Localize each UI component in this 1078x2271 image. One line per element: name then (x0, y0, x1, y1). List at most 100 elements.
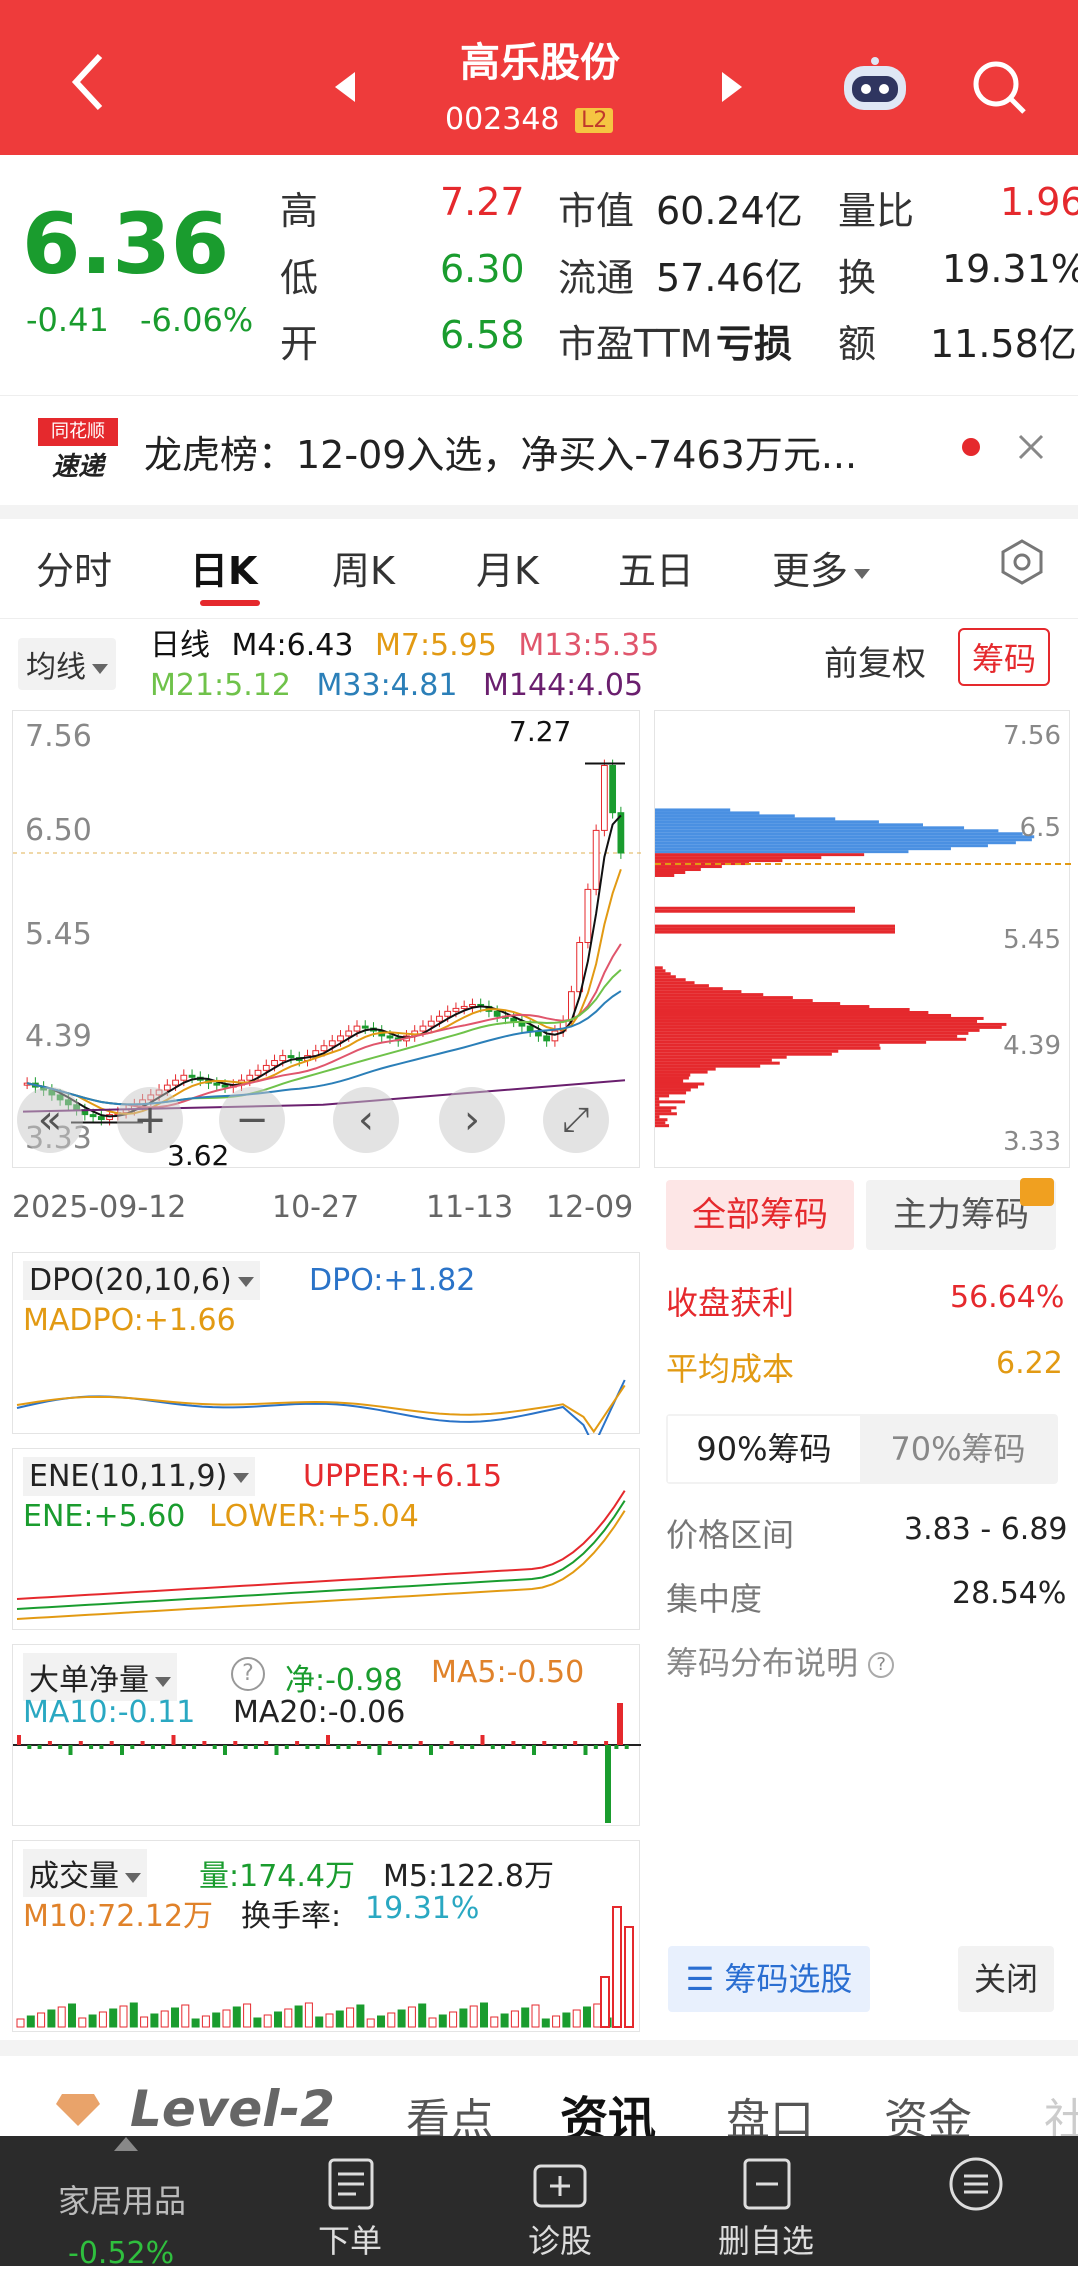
tab-main-chips[interactable]: 主力筹码 (866, 1180, 1056, 1250)
expand-up-icon[interactable] (114, 2136, 138, 2155)
robot-assistant-icon[interactable] (840, 56, 910, 120)
chip-bar (655, 1047, 880, 1050)
ene-panel[interactable]: ENE(10,11,9) UPPER:+6.15 ENE:+5.60 LOWER… (12, 1448, 640, 1630)
big-order-select[interactable]: 大单净量 (23, 1653, 177, 1701)
tab-daily-k[interactable]: 日K (190, 540, 257, 595)
adjust-mode[interactable]: 前复权 (824, 636, 926, 685)
order-label[interactable]: 下单 (318, 2216, 382, 2262)
chips-panel[interactable]: 7.56 6.5 5.45 4.39 3.33 (654, 710, 1070, 1168)
dpo-panel[interactable]: DPO(20,10,6) DPO:+1.82 MADPO:+1.66 (12, 1252, 640, 1434)
close-chips-button[interactable]: 关闭 (958, 1946, 1054, 2012)
volume-bar (223, 2010, 230, 2027)
chip-bar (655, 1071, 708, 1074)
tab-90-chips[interactable]: 90%筹码 (668, 1416, 860, 1482)
big-order-bar (192, 1745, 196, 1749)
tab-intraday[interactable]: 分时 (36, 540, 112, 595)
chevron-down-icon (854, 569, 870, 579)
volume-bar (58, 2007, 65, 2027)
volume-bar (130, 2003, 137, 2027)
big-order-bar (110, 1741, 114, 1745)
prev-stock-icon[interactable] (335, 72, 359, 106)
menu-icon[interactable] (948, 2156, 1004, 2216)
chip-bar (655, 996, 793, 999)
chips-button[interactable]: 筹码 (958, 628, 1050, 686)
rewind-button[interactable]: « (17, 1087, 83, 1153)
tab-five-day[interactable]: 五日 (618, 540, 694, 595)
news-headline[interactable]: 龙虎榜：12-09入选，净买入-7463万元... (144, 424, 934, 479)
chip-y-tick: 4.39 (1003, 1031, 1061, 1061)
fullscreen-button[interactable]: ⤢ (543, 1087, 609, 1153)
big-order-bar (367, 1745, 371, 1749)
candle-body (280, 1056, 286, 1061)
scroll-right-button[interactable]: › (439, 1087, 505, 1153)
ma-m7: M7:5.95 (375, 628, 497, 663)
ma-m33: M33:4.81 (317, 668, 458, 703)
tab-monthly-k[interactable]: 月K (476, 540, 539, 595)
candle-body (98, 1117, 104, 1120)
chip-bar (655, 1029, 980, 1032)
chip-bar (655, 1074, 690, 1077)
ene-indicator-select[interactable]: ENE(10,11,9) (23, 1457, 255, 1496)
volume-bar (151, 2014, 158, 2027)
chip-bar (655, 832, 1023, 835)
big-order-bar (398, 1745, 402, 1749)
stock-code-row: 002348 L2 (445, 102, 613, 137)
chip-help-link[interactable]: 筹码分布说明 ? (666, 1638, 894, 1684)
big-order-bar (79, 1741, 83, 1745)
next-stock-icon[interactable] (718, 72, 742, 106)
search-icon[interactable] (970, 58, 1030, 122)
chip-bar (655, 841, 1016, 844)
zoom-in-button[interactable]: + (117, 1087, 183, 1153)
tab-all-chips[interactable]: 全部筹码 (666, 1180, 854, 1250)
chip-bar (655, 999, 813, 1002)
order-icon[interactable] (326, 2158, 376, 2214)
volume-select[interactable]: 成交量 (23, 1849, 147, 1897)
tab-level2[interactable]: Level-2 (130, 2080, 335, 2138)
kline-panel[interactable]: 7.56 6.50 5.45 4.39 3.33 7.27 3.62 « + −… (12, 710, 640, 1168)
chip-bar (655, 990, 741, 993)
help-icon[interactable]: ? (231, 1657, 265, 1691)
chip-y-tick: 6.5 (1020, 813, 1061, 843)
diagnose-label[interactable]: 诊股 (528, 2216, 592, 2262)
tab-70-chips[interactable]: 70%筹码 (862, 1416, 1054, 1482)
close-icon[interactable] (1016, 432, 1046, 466)
ma-select[interactable]: 均线 (18, 638, 116, 690)
chip-bar (655, 1038, 966, 1041)
tab-more[interactable]: 更多 (772, 540, 870, 595)
sector-name[interactable]: 家居用品 (58, 2176, 186, 2222)
candle-body (362, 1026, 368, 1028)
scroll-left-button[interactable]: ‹ (333, 1087, 399, 1153)
volume-panel[interactable]: 成交量 量:174.4万 M5:122.8万 M10:72.12万 换手率: 1… (12, 1840, 640, 2032)
big-order-panel[interactable]: 大单净量 ? 净:-0.98 MA5:-0.50 MA10:-0.11 MA20… (12, 1644, 640, 1826)
ma-line (27, 869, 621, 1114)
volume-bar (99, 2012, 106, 2027)
y-tick: 5.45 (25, 917, 92, 952)
chip-stock-picker-button[interactable]: ☰ 筹码选股 (668, 1946, 870, 2012)
zoom-out-button[interactable]: − (219, 1087, 285, 1153)
candle-body (164, 1085, 170, 1090)
settings-hexagon-icon[interactable] (998, 538, 1046, 590)
chip-bar (655, 1124, 669, 1127)
delete-watchlist-label[interactable]: 删自选 (718, 2216, 814, 2262)
chip-bar (655, 975, 676, 978)
turnover-value: 19.31% (365, 1891, 479, 1926)
chip-bar (655, 859, 782, 862)
volume-bar (429, 2018, 436, 2027)
news-ticker[interactable]: 同花顺 速递 龙虎榜：12-09入选，净买入-7463万元... (0, 395, 1078, 505)
volume-bar (573, 2010, 580, 2027)
volume-bar (388, 2013, 395, 2027)
candle-body (346, 1031, 352, 1036)
volume-bar (295, 2006, 302, 2027)
candle-body (461, 1006, 467, 1008)
diagnose-icon[interactable] (532, 2158, 588, 2214)
chip-bar (655, 1097, 659, 1100)
chip-bar (655, 1080, 683, 1083)
tab-weekly-k[interactable]: 周K (332, 540, 395, 595)
big-order-bar (429, 1745, 433, 1755)
divider (0, 505, 1078, 519)
dpo-indicator-select[interactable]: DPO(20,10,6) (23, 1261, 260, 1300)
volume-bar (563, 2013, 570, 2027)
delete-watchlist-icon[interactable] (742, 2158, 792, 2214)
big-order-bar (388, 1741, 392, 1745)
back-icon[interactable] (70, 52, 110, 92)
